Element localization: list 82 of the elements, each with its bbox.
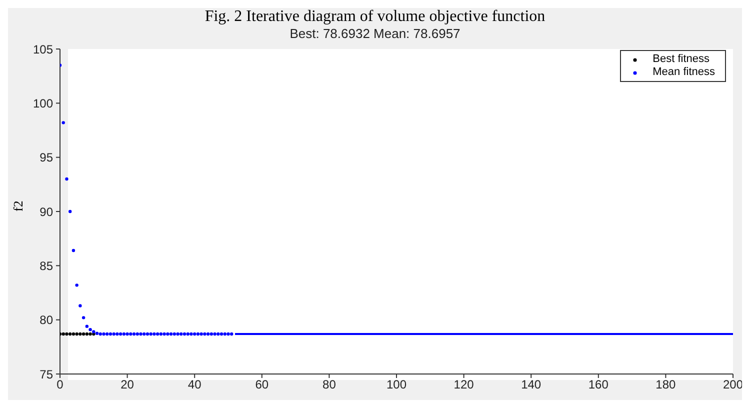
point bbox=[172, 332, 176, 336]
point bbox=[85, 332, 89, 336]
point bbox=[68, 332, 72, 336]
point bbox=[112, 332, 116, 336]
point bbox=[68, 210, 72, 214]
point bbox=[72, 332, 76, 336]
point bbox=[190, 332, 193, 336]
point bbox=[106, 332, 109, 336]
point bbox=[166, 332, 170, 336]
x-tick-label: 20 bbox=[120, 378, 134, 392]
point bbox=[216, 332, 220, 336]
point bbox=[146, 332, 150, 336]
y-tick-label: 90 bbox=[40, 204, 54, 219]
x-tick-label: 180 bbox=[656, 378, 676, 392]
point bbox=[139, 332, 142, 336]
x-tick-label: 80 bbox=[322, 378, 336, 392]
y-axis-title: f2 bbox=[10, 200, 26, 212]
point bbox=[149, 332, 152, 336]
point bbox=[102, 332, 106, 336]
point bbox=[176, 332, 180, 336]
y-tick-label: 105 bbox=[32, 42, 54, 56]
point bbox=[126, 332, 129, 336]
y-tick-label: 75 bbox=[40, 367, 54, 382]
point bbox=[88, 328, 92, 332]
point bbox=[78, 304, 82, 308]
chart-title: Fig. 2 Iterative diagram of volume objective function bbox=[204, 8, 546, 26]
point bbox=[230, 332, 234, 336]
y-tick-label: 80 bbox=[40, 313, 54, 328]
point bbox=[108, 332, 112, 336]
chart-subtitle: Best: 78.6932 Mean: 78.6957 bbox=[288, 26, 462, 41]
point bbox=[196, 332, 200, 336]
x-tick-label: 60 bbox=[255, 378, 269, 392]
y-tick-label: 100 bbox=[32, 96, 54, 110]
point bbox=[210, 332, 214, 336]
point bbox=[82, 332, 86, 336]
point bbox=[159, 332, 163, 336]
point bbox=[129, 332, 132, 336]
point bbox=[88, 332, 92, 336]
y-tick-label: 85 bbox=[40, 258, 54, 273]
point bbox=[200, 332, 203, 336]
x-tick-label: 160 bbox=[588, 378, 609, 392]
x-tick-label: 120 bbox=[454, 378, 474, 392]
point bbox=[169, 332, 173, 336]
point bbox=[182, 332, 186, 336]
point bbox=[85, 324, 89, 328]
point bbox=[118, 332, 122, 336]
point bbox=[132, 332, 136, 336]
x-tick-label: 40 bbox=[188, 378, 202, 392]
point bbox=[142, 332, 146, 336]
point bbox=[98, 332, 102, 336]
point bbox=[65, 332, 68, 336]
x-tick-label: 0 bbox=[56, 378, 64, 392]
point bbox=[220, 332, 224, 336]
x-tick-label: 100 bbox=[386, 378, 407, 392]
point bbox=[92, 330, 96, 334]
point bbox=[72, 248, 76, 252]
point bbox=[186, 332, 190, 336]
point bbox=[65, 177, 68, 181]
point bbox=[223, 332, 226, 336]
point bbox=[75, 332, 78, 336]
y-tick-label: 95 bbox=[40, 150, 54, 165]
point bbox=[226, 332, 230, 336]
point bbox=[62, 121, 65, 124]
point bbox=[156, 332, 160, 336]
point bbox=[136, 332, 139, 336]
x-tick-label: 140 bbox=[521, 378, 542, 392]
point bbox=[152, 332, 156, 336]
point bbox=[213, 332, 216, 336]
point bbox=[206, 332, 210, 336]
point bbox=[62, 332, 65, 336]
point bbox=[193, 332, 196, 336]
point bbox=[203, 332, 206, 336]
point bbox=[122, 332, 126, 336]
point bbox=[82, 316, 86, 320]
point bbox=[116, 332, 119, 336]
legend-label: Best fitness bbox=[652, 53, 710, 66]
point bbox=[162, 332, 166, 336]
point bbox=[75, 284, 78, 287]
point bbox=[180, 332, 183, 336]
point bbox=[78, 332, 82, 336]
legend-label: Mean fitness bbox=[652, 66, 715, 79]
point bbox=[95, 332, 99, 335]
